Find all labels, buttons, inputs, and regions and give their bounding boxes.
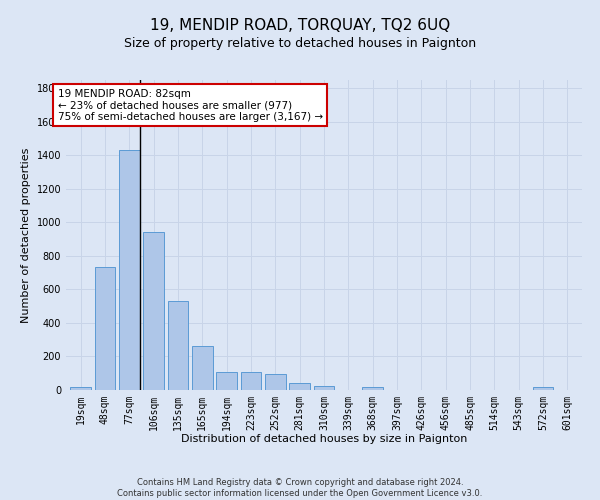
Bar xyxy=(216,372,237,390)
Bar xyxy=(314,386,334,390)
Bar xyxy=(119,150,140,390)
Text: 19 MENDIP ROAD: 82sqm
← 23% of detached houses are smaller (977)
75% of semi-det: 19 MENDIP ROAD: 82sqm ← 23% of detached … xyxy=(58,88,323,122)
Bar xyxy=(241,372,262,390)
Text: Contains HM Land Registry data © Crown copyright and database right 2024.
Contai: Contains HM Land Registry data © Crown c… xyxy=(118,478,482,498)
X-axis label: Distribution of detached houses by size in Paignton: Distribution of detached houses by size … xyxy=(181,434,467,444)
Bar xyxy=(95,267,115,390)
Text: 19, MENDIP ROAD, TORQUAY, TQ2 6UQ: 19, MENDIP ROAD, TORQUAY, TQ2 6UQ xyxy=(150,18,450,32)
Bar xyxy=(289,384,310,390)
Bar xyxy=(70,386,91,390)
Text: Size of property relative to detached houses in Paignton: Size of property relative to detached ho… xyxy=(124,38,476,51)
Bar xyxy=(167,301,188,390)
Bar xyxy=(533,388,553,390)
Y-axis label: Number of detached properties: Number of detached properties xyxy=(21,148,31,322)
Bar xyxy=(265,374,286,390)
Bar xyxy=(143,232,164,390)
Bar xyxy=(192,346,212,390)
Bar xyxy=(362,388,383,390)
